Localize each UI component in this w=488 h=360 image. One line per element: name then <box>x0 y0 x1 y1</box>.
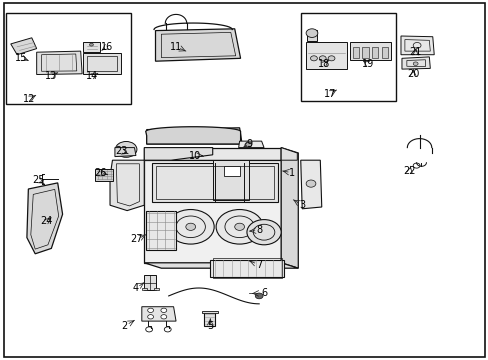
Circle shape <box>412 62 417 66</box>
Circle shape <box>115 141 137 157</box>
Text: 21: 21 <box>408 47 421 57</box>
Text: 10: 10 <box>188 150 201 161</box>
Polygon shape <box>281 148 297 160</box>
Polygon shape <box>144 263 298 268</box>
Bar <box>362 47 368 58</box>
Polygon shape <box>210 260 283 277</box>
Polygon shape <box>154 288 159 290</box>
Polygon shape <box>300 160 321 209</box>
Polygon shape <box>145 211 176 250</box>
Text: 6: 6 <box>261 288 266 298</box>
Polygon shape <box>401 57 429 69</box>
Text: 1: 1 <box>289 168 295 178</box>
Text: 14: 14 <box>85 71 98 81</box>
Polygon shape <box>349 42 390 60</box>
Polygon shape <box>204 312 215 326</box>
Circle shape <box>216 210 263 244</box>
Text: 7: 7 <box>256 260 262 270</box>
Circle shape <box>147 308 153 312</box>
Text: 8: 8 <box>256 225 262 235</box>
Polygon shape <box>281 148 298 268</box>
Circle shape <box>147 315 153 319</box>
Polygon shape <box>238 141 264 148</box>
Polygon shape <box>212 160 249 200</box>
Polygon shape <box>95 169 113 181</box>
Circle shape <box>161 315 166 319</box>
Polygon shape <box>151 163 277 202</box>
Polygon shape <box>306 30 316 41</box>
Bar <box>371 47 378 58</box>
Circle shape <box>327 56 334 61</box>
Text: 27: 27 <box>130 234 143 244</box>
Text: 17: 17 <box>323 89 336 99</box>
Circle shape <box>234 223 244 230</box>
Polygon shape <box>146 128 242 144</box>
Polygon shape <box>144 148 212 160</box>
Polygon shape <box>115 148 136 157</box>
Polygon shape <box>400 36 433 55</box>
Polygon shape <box>202 311 217 313</box>
Circle shape <box>161 308 166 312</box>
Polygon shape <box>145 127 240 144</box>
Text: 16: 16 <box>100 42 113 52</box>
Text: 11: 11 <box>169 42 182 52</box>
Circle shape <box>305 180 315 187</box>
Text: 20: 20 <box>406 69 419 79</box>
Polygon shape <box>27 183 62 254</box>
Bar <box>6 13 131 104</box>
Text: 22: 22 <box>403 166 415 176</box>
Polygon shape <box>83 42 100 52</box>
Circle shape <box>305 29 317 37</box>
Bar <box>381 47 387 58</box>
Polygon shape <box>305 42 346 69</box>
Polygon shape <box>144 148 281 160</box>
Text: 12: 12 <box>23 94 36 104</box>
Bar <box>352 47 358 58</box>
Text: 15: 15 <box>15 53 27 63</box>
Polygon shape <box>37 51 82 75</box>
Circle shape <box>310 56 317 61</box>
Polygon shape <box>83 53 121 74</box>
Circle shape <box>244 142 251 147</box>
Circle shape <box>185 223 195 230</box>
Polygon shape <box>110 160 144 211</box>
Text: 23: 23 <box>115 146 127 156</box>
Polygon shape <box>144 160 281 263</box>
Circle shape <box>89 43 93 46</box>
Text: 9: 9 <box>246 139 252 149</box>
Polygon shape <box>142 307 176 321</box>
Text: 25: 25 <box>32 175 44 185</box>
Text: 5: 5 <box>207 321 213 331</box>
Text: 26: 26 <box>94 168 106 178</box>
Polygon shape <box>142 288 146 290</box>
Text: 19: 19 <box>361 59 374 69</box>
Polygon shape <box>11 38 37 55</box>
Text: 13: 13 <box>45 71 58 81</box>
Text: 4: 4 <box>133 283 139 293</box>
Circle shape <box>167 210 214 244</box>
Text: 24: 24 <box>40 216 53 226</box>
Circle shape <box>255 293 263 299</box>
Circle shape <box>246 220 281 245</box>
Text: 18: 18 <box>317 59 330 69</box>
Polygon shape <box>155 29 240 61</box>
Text: 3: 3 <box>299 200 305 210</box>
Text: 2: 2 <box>122 321 127 331</box>
Bar <box>300 13 395 101</box>
Polygon shape <box>224 166 239 176</box>
Polygon shape <box>144 275 155 290</box>
Circle shape <box>319 56 325 61</box>
